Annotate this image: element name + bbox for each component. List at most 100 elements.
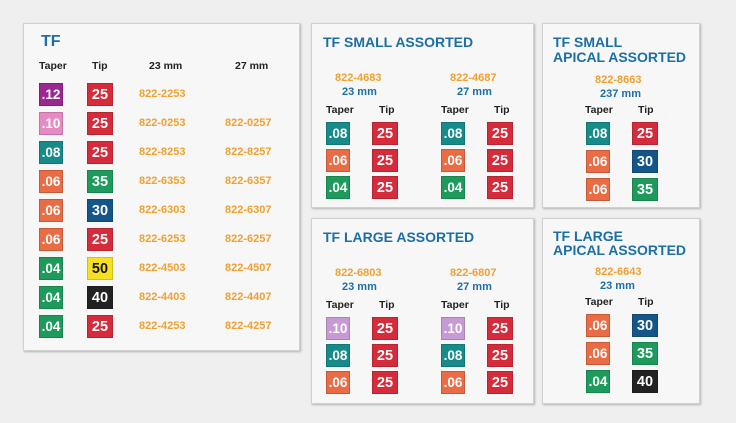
catalog-code-27mm: 822-6307 <box>225 204 272 216</box>
catalog-code: 822-8663 <box>595 74 642 86</box>
tf-small-apical-panel: TF SMALL APICAL ASSORTED 822-8663 237 mm T… <box>542 23 700 208</box>
length-label: 23 mm <box>342 86 377 98</box>
taper-badge: .06 <box>39 228 63 251</box>
taper-badge: .04 <box>586 370 610 393</box>
catalog-code-23mm: 822-4503 <box>139 262 186 274</box>
tip-badge: 30 <box>87 199 113 222</box>
tip-badge: 40 <box>87 286 113 309</box>
tip-badge: 35 <box>632 342 658 365</box>
tip-badge: 25 <box>487 371 513 394</box>
taper-badge: .08 <box>326 122 350 145</box>
tip-badge: 40 <box>632 370 658 393</box>
tip-badge: 35 <box>632 178 658 201</box>
tip-badge: 25 <box>372 317 398 340</box>
catalog-code: 822-4687 <box>450 72 497 84</box>
catalog-code-27mm: 822-4507 <box>225 262 272 274</box>
tip-badge: 25 <box>87 141 113 164</box>
tip-badge: 50 <box>87 257 113 280</box>
taper-badge: .04 <box>39 257 63 280</box>
tip-header: Tip <box>494 104 510 116</box>
tf-header-tip: Tip <box>92 60 108 72</box>
tf-title: TF <box>41 33 61 50</box>
catalog-code-23mm: 822-4403 <box>139 291 186 303</box>
tip-badge: 25 <box>372 176 398 199</box>
tip-badge: 25 <box>487 176 513 199</box>
length-label: 27 mm <box>457 86 492 98</box>
catalog-code: 822-6807 <box>450 267 497 279</box>
taper-badge: .06 <box>586 150 610 173</box>
tip-badge: 30 <box>632 150 658 173</box>
taper-header: Taper <box>585 104 613 116</box>
taper-badge: .06 <box>586 342 610 365</box>
taper-badge: .04 <box>326 176 350 199</box>
catalog-code-27mm: 822-6257 <box>225 233 272 245</box>
tip-badge: 25 <box>372 344 398 367</box>
length-label: 23 mm <box>600 280 635 292</box>
catalog-code: 822-6643 <box>595 266 642 278</box>
taper-badge: .10 <box>326 317 350 340</box>
catalog-code: 822-4683 <box>335 72 382 84</box>
taper-badge: .12 <box>39 83 63 106</box>
tf-small-title: TF SMALL ASSORTED <box>323 34 474 50</box>
tf-large-apical-panel: TF LARGE APICAL ASSORTED 822-6643 23 mm Ta… <box>542 218 700 404</box>
taper-header: Taper <box>326 104 354 116</box>
tip-header: Tip <box>379 299 395 311</box>
catalog-code-23mm: 822-6353 <box>139 175 186 187</box>
taper-badge: .10 <box>39 112 63 135</box>
catalog-code-23mm: 822-6253 <box>139 233 186 245</box>
taper-badge: .04 <box>39 286 63 309</box>
taper-header: Taper <box>585 296 613 308</box>
catalog-code-27mm: 822-4407 <box>225 291 272 303</box>
taper-badge: .10 <box>441 317 465 340</box>
tf-small-apical-title-line2: APICAL ASSORTED <box>553 49 687 65</box>
taper-badge: .08 <box>586 122 610 145</box>
tf-header-27mm: 27 mm <box>235 60 269 72</box>
tip-header: Tip <box>638 296 654 308</box>
catalog-code-23mm: 822-2253 <box>139 88 186 100</box>
tf-large-apical-title-line2: APICAL ASSORTED <box>553 242 687 258</box>
tip-badge: 35 <box>87 170 113 193</box>
catalog-code-23mm: 822-0253 <box>139 117 186 129</box>
taper-badge: .08 <box>441 344 465 367</box>
tf-small-apical-title-line1: TF SMALL <box>553 34 623 50</box>
tip-badge: 25 <box>372 149 398 172</box>
tip-header: Tip <box>379 104 395 116</box>
catalog-code-23mm: 822-4253 <box>139 320 186 332</box>
tf-small-panel: TF SMALL ASSORTED 822-4683 23 mm Taper Tip.… <box>311 23 534 208</box>
tf-large-apical-title-line1: TF LARGE <box>553 228 623 244</box>
tip-badge: 25 <box>87 112 113 135</box>
taper-badge: .06 <box>441 149 465 172</box>
tf-large-panel: TF LARGE ASSORTED 822-6803 23 mm Taper Tip.… <box>311 218 534 404</box>
tip-badge: 25 <box>87 228 113 251</box>
taper-badge: .06 <box>441 371 465 394</box>
length-label: 237 mm <box>600 88 641 100</box>
tf-header-taper: Taper <box>39 60 67 72</box>
tip-header: Tip <box>494 299 510 311</box>
taper-badge: .08 <box>326 344 350 367</box>
tf-large-title: TF LARGE ASSORTED <box>323 229 475 245</box>
tip-badge: 25 <box>372 371 398 394</box>
taper-header: Taper <box>326 299 354 311</box>
taper-badge: .08 <box>441 122 465 145</box>
tip-header: Tip <box>638 104 654 116</box>
taper-badge: .06 <box>39 199 63 222</box>
taper-header: Taper <box>441 104 469 116</box>
taper-badge: .04 <box>39 315 63 338</box>
catalog-code-23mm: 822-6303 <box>139 204 186 216</box>
tip-badge: 25 <box>87 315 113 338</box>
tip-badge: 25 <box>372 122 398 145</box>
tip-badge: 25 <box>87 83 113 106</box>
length-label: 27 mm <box>457 281 492 293</box>
tip-badge: 25 <box>487 122 513 145</box>
tip-badge: 25 <box>487 317 513 340</box>
catalog-code-27mm: 822-0257 <box>225 117 272 129</box>
tf-header-23mm: 23 mm <box>149 60 183 72</box>
catalog-code-27mm: 822-4257 <box>225 320 272 332</box>
tip-badge: 25 <box>487 344 513 367</box>
tip-badge: 30 <box>632 314 658 337</box>
taper-header: Taper <box>441 299 469 311</box>
length-label: 23 mm <box>342 281 377 293</box>
tf-panel: TF Taper Tip 23 mm 27 mm .12 25 822-2253 .1… <box>23 23 300 351</box>
catalog-code-23mm: 822-8253 <box>139 146 186 158</box>
taper-badge: .04 <box>441 176 465 199</box>
